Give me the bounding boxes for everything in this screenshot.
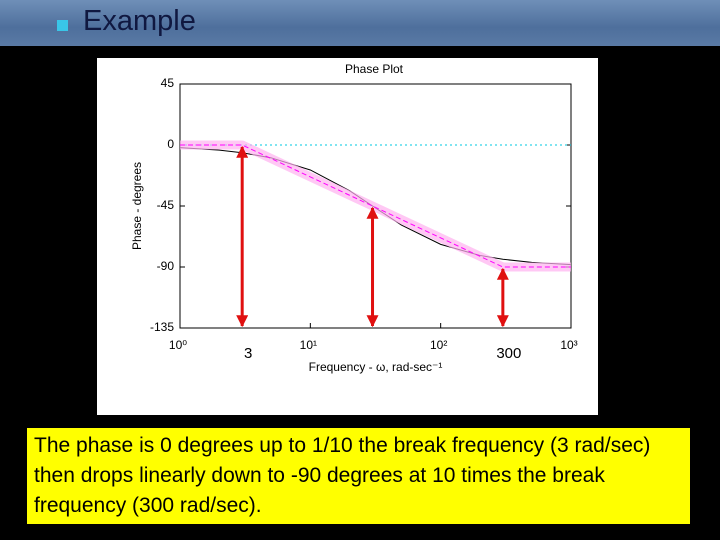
x-tick-label: 10⁰ — [169, 338, 187, 352]
series-line — [180, 144, 571, 268]
x-tick-label: 10³ — [560, 338, 577, 352]
x-tick-label: 10² — [430, 338, 447, 352]
arrow-label: 3 — [244, 345, 252, 362]
bullet — [57, 20, 68, 31]
chart-title: Phase Plot — [345, 62, 404, 76]
chart: Phase Plot -135 -90 -45 0 45 10⁰ 10¹ 10² 10³ Freq… — [97, 58, 598, 415]
y-tick-label: -135 — [150, 320, 174, 334]
arrow-label: 300 — [496, 345, 521, 362]
y-tick-label: -45 — [157, 198, 175, 212]
heading: Example — [83, 5, 196, 37]
x-tick-label: 10¹ — [300, 338, 317, 352]
title-bar: Example — [0, 0, 720, 46]
y-tick-label: -90 — [157, 259, 175, 273]
x-axis-label: Frequency - ω, rad-sec⁻¹ — [309, 360, 443, 374]
asymptote-band — [180, 140, 571, 272]
y-tick-label: 0 — [167, 137, 174, 151]
caption: The phase is 0 degrees up to 1/10 the br… — [27, 428, 690, 524]
y-tick-label: 45 — [161, 76, 175, 90]
y-axis-label: Phase - degrees — [130, 162, 144, 250]
